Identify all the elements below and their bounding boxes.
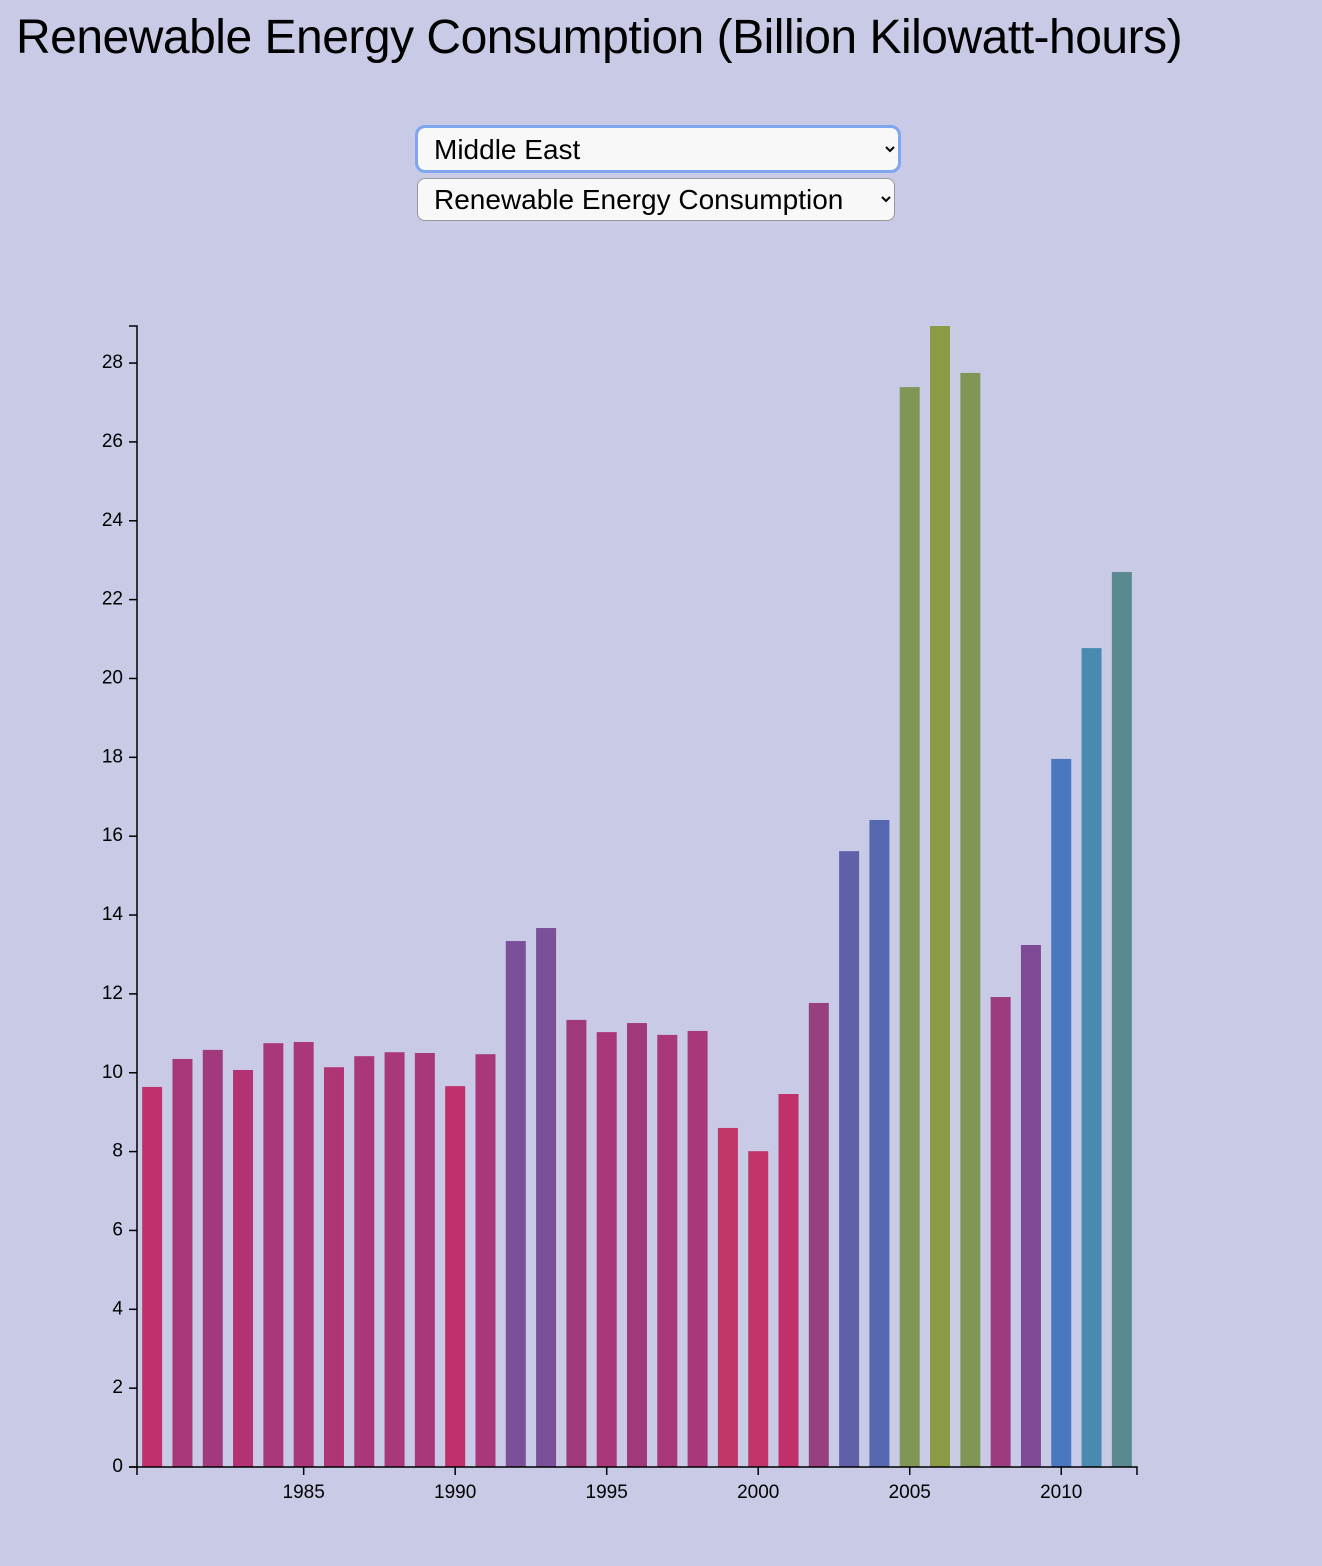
y-tick-label: 10 xyxy=(102,1062,123,1083)
bar xyxy=(323,1067,344,1467)
y-tick-label: 4 xyxy=(112,1298,123,1319)
y-tick-label: 6 xyxy=(112,1219,123,1240)
y-tick-label: 28 xyxy=(102,352,123,373)
bar xyxy=(657,1034,678,1467)
bar xyxy=(899,387,920,1467)
bar xyxy=(808,1002,829,1467)
bar xyxy=(717,1127,738,1467)
y-tick-label: 16 xyxy=(102,825,123,846)
x-axis-domain xyxy=(136,1466,1138,1475)
bar xyxy=(354,1056,375,1467)
bar xyxy=(142,1086,163,1467)
bar xyxy=(566,1019,587,1467)
y-tick-label: 8 xyxy=(112,1141,123,1162)
x-tick-label: 1990 xyxy=(434,1482,476,1503)
bar xyxy=(172,1058,193,1467)
y-axis-domain xyxy=(129,325,138,1468)
y-tick-label: 0 xyxy=(112,1456,123,1477)
x-tick-label: 2010 xyxy=(1040,1482,1082,1503)
x-tick-label: 2000 xyxy=(737,1482,779,1503)
bar xyxy=(748,1151,769,1467)
metric-select[interactable]: Renewable Energy Consumption xyxy=(417,178,895,221)
bar xyxy=(596,1032,617,1467)
bar xyxy=(778,1094,799,1467)
bar xyxy=(1081,648,1102,1467)
y-tick-label: 22 xyxy=(102,589,123,610)
bar xyxy=(505,941,526,1467)
bar xyxy=(839,851,860,1467)
bar xyxy=(536,928,557,1467)
y-tick-label: 26 xyxy=(102,431,123,452)
y-tick-label: 24 xyxy=(102,510,124,531)
region-select[interactable]: Middle East xyxy=(415,125,901,173)
y-tick-label: 20 xyxy=(102,667,123,688)
bar xyxy=(384,1052,405,1467)
bar xyxy=(475,1054,496,1467)
bar xyxy=(687,1030,708,1467)
bar xyxy=(202,1049,223,1467)
bar xyxy=(233,1069,254,1467)
page-title: Renewable Energy Consumption (Billion Ki… xyxy=(16,11,1183,64)
x-tick-label: 1995 xyxy=(586,1482,628,1503)
bar xyxy=(414,1053,435,1467)
bar xyxy=(960,372,981,1467)
y-tick-label: 14 xyxy=(102,904,124,925)
bar xyxy=(293,1041,314,1467)
bar xyxy=(627,1023,647,1467)
y-tick-label: 12 xyxy=(102,983,123,1004)
bar xyxy=(445,1086,466,1467)
bar xyxy=(1051,758,1072,1467)
x-tick-label: 1985 xyxy=(283,1482,325,1503)
bar xyxy=(263,1043,284,1467)
x-tick-label: 2005 xyxy=(889,1482,931,1503)
bar xyxy=(1111,572,1132,1467)
bar xyxy=(930,326,951,1467)
y-tick-label: 2 xyxy=(112,1377,123,1398)
y-tick-label: 18 xyxy=(102,746,123,767)
bar xyxy=(1020,944,1041,1467)
bar xyxy=(990,997,1011,1467)
bar xyxy=(869,820,890,1467)
